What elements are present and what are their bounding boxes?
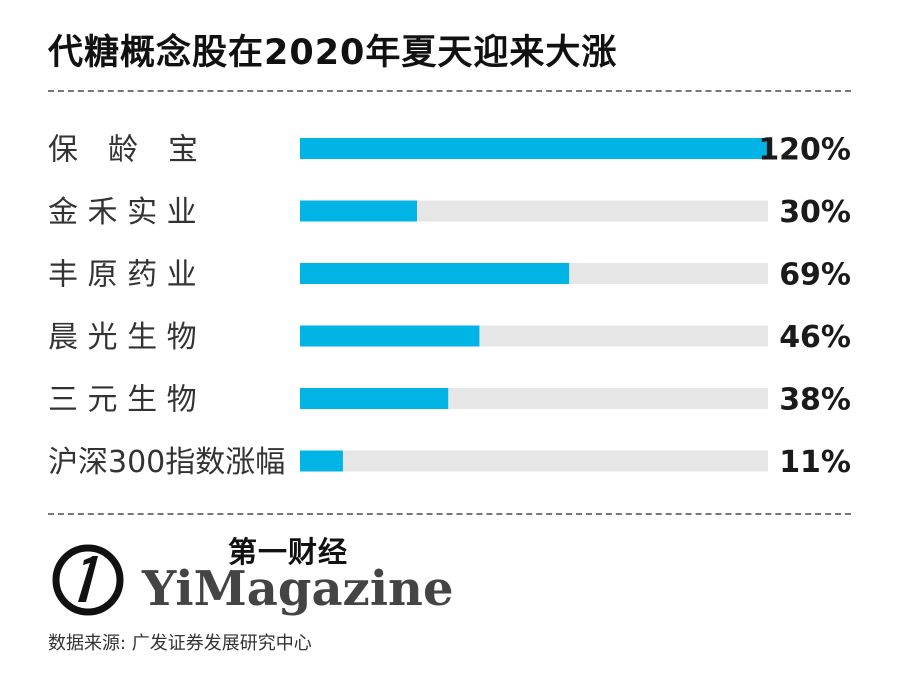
category-label: 丰 原 药 业 <box>48 258 197 293</box>
value-label: 46% <box>779 320 851 355</box>
bar-chart: 保 龄 宝 120% 金 禾 实 业 30% 丰 原 药 业 69% 晨 光 生 物 46% 三… <box>48 133 851 481</box>
category-label: 金 禾 实 业 <box>48 195 197 230</box>
bar <box>300 138 768 159</box>
brand-chinese-name: 第一财经 <box>228 535 349 569</box>
top-divider <box>48 90 851 92</box>
value-label: 11% <box>779 445 851 480</box>
category-label: 三 元 生 物 <box>48 383 197 418</box>
bar <box>300 263 570 284</box>
yimagazine-logo-icon <box>52 544 124 616</box>
value-label: 38% <box>779 383 851 418</box>
brand-english-name: YiMagazine <box>142 561 454 617</box>
value-label: 120% <box>758 133 851 168</box>
bottom-divider <box>48 513 851 515</box>
bar-track <box>300 450 768 472</box>
value-label: 30% <box>779 195 851 230</box>
value-label: 69% <box>779 258 851 293</box>
bar <box>300 325 480 347</box>
bar <box>300 388 449 409</box>
category-label: 晨 光 生 物 <box>48 320 197 355</box>
data-source-note: 数据来源: 广发证券发展研究中心 <box>48 633 312 654</box>
bar <box>300 200 417 222</box>
bar <box>300 450 343 472</box>
chart-title: 代糖概念股在2020年夏天迎来大涨 <box>48 33 618 73</box>
category-label: 沪深300指数涨幅 <box>48 445 285 480</box>
category-label: 保 龄 宝 <box>48 133 198 168</box>
